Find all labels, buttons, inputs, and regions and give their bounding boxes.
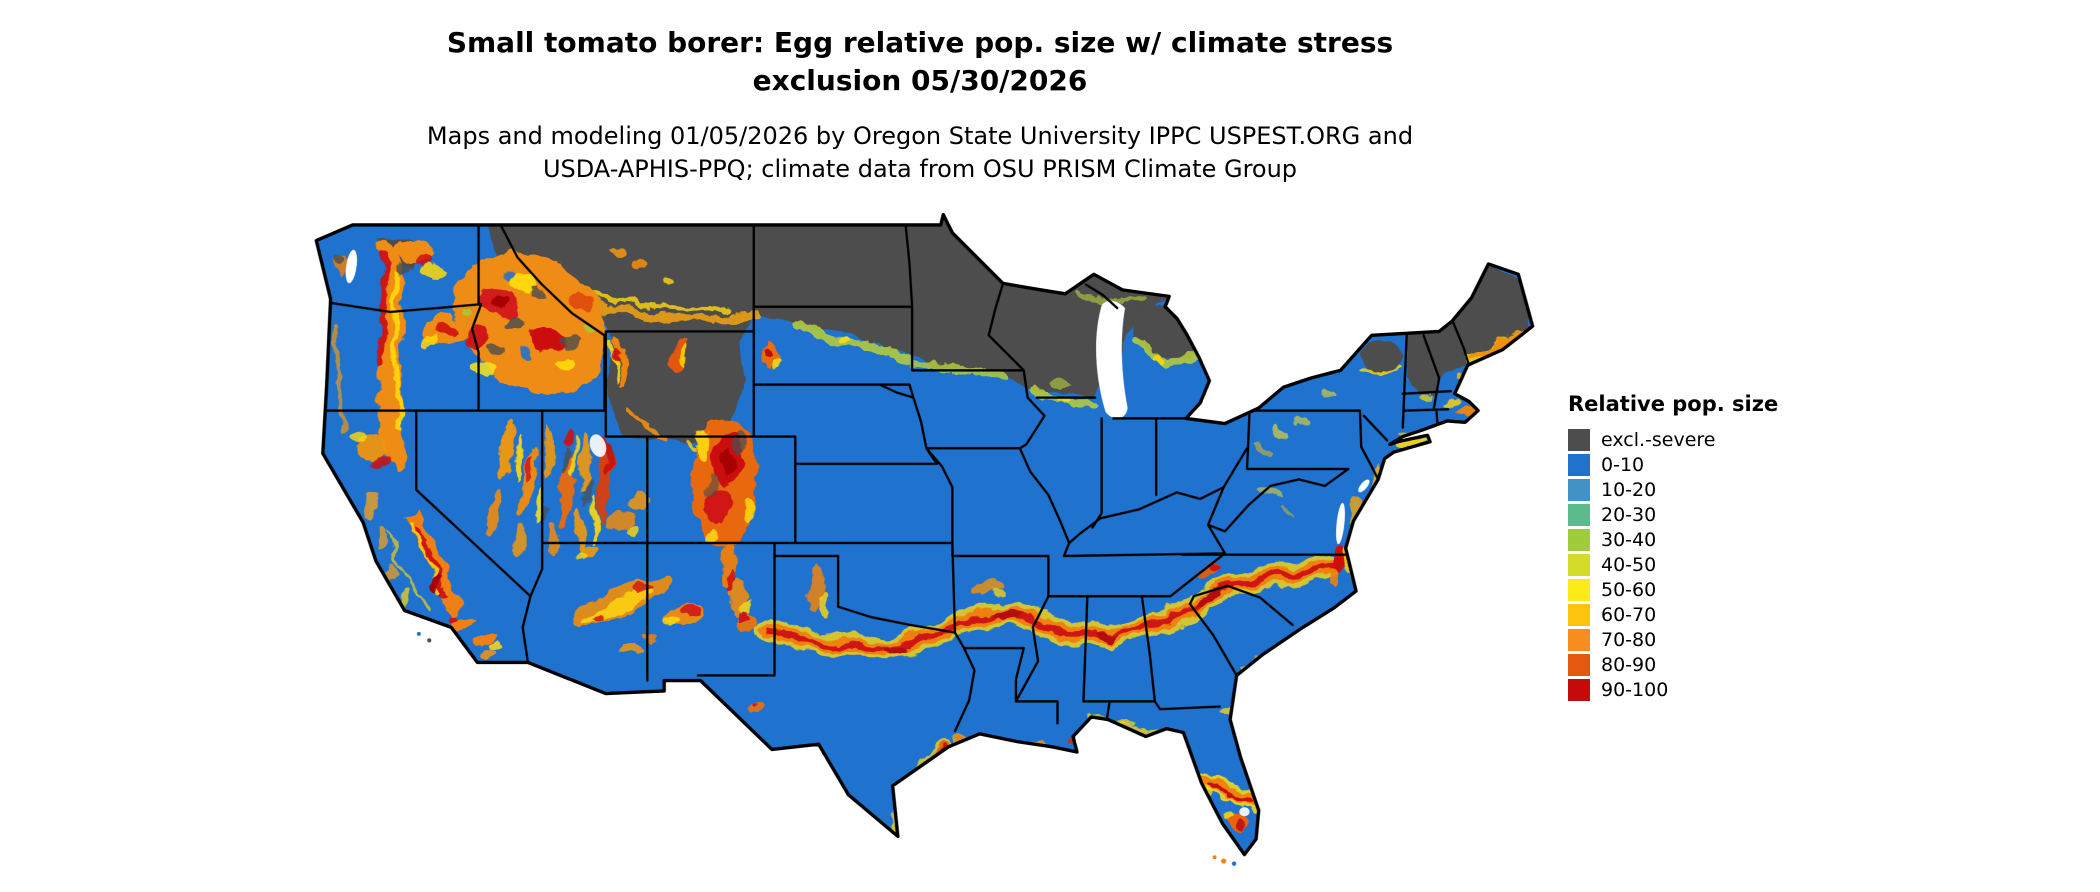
legend-label: 0-10 [1601,453,1645,476]
legend-swatch [1568,578,1590,601]
legend-label: excl.-severe [1601,428,1716,451]
legend-label: 20-30 [1601,503,1657,526]
legend-label: 70-80 [1601,628,1657,651]
us-map-svg [314,212,1535,866]
legend-label: 10-20 [1601,478,1657,501]
legend-label: 80-90 [1601,653,1657,676]
legend-swatch [1568,478,1590,501]
legend-label: 40-50 [1601,553,1657,576]
legend-swatch [1568,503,1590,526]
legend-label: 90-100 [1601,678,1669,701]
legend-swatch [1568,653,1590,676]
legend-item: 40-50 [1568,552,1848,577]
legend-label: 50-60 [1601,578,1657,601]
legend-swatch [1568,453,1590,476]
us-outline [314,212,1535,857]
legend-swatch [1568,553,1590,576]
legend-swatch [1568,603,1590,626]
us-map [295,212,1550,887]
legend-swatch [1568,528,1590,551]
legend-label: 60-70 [1601,603,1657,626]
legend-label: 30-40 [1601,528,1657,551]
legend-item: 30-40 [1568,527,1848,552]
title-line-1: Small tomato borer: Egg relative pop. si… [446,26,1394,59]
florida-keys [416,631,1237,866]
legend-item: excl.-severe [1568,427,1848,452]
legend-item: 0-10 [1568,452,1848,477]
map-title: Small tomato borer: Egg relative pop. si… [250,24,1590,100]
title-line-2: exclusion 05/30/2026 [752,63,1088,97]
legend-swatch [1568,428,1590,451]
subtitle-line-2: USDA-APHIS-PPQ; climate data from OSU PR… [542,154,1298,183]
legend-item: 50-60 [1568,577,1848,602]
legend-item: 90-100 [1568,677,1848,702]
legend-item: 20-30 [1568,502,1848,527]
map-subtitle: Maps and modeling 01/05/2026 by Oregon S… [250,120,1590,186]
legend-item: 70-80 [1568,627,1848,652]
lakes-water [345,249,1370,817]
legend-swatch [1568,628,1590,651]
state-borders [324,223,1471,733]
legend-item: 10-20 [1568,477,1848,502]
subtitle-line-1: Maps and modeling 01/05/2026 by Oregon S… [426,121,1414,150]
legend: Relative pop. size excl.-severe 0-10 10-… [1568,392,1848,702]
legend-entries: excl.-severe 0-10 10-20 20-30 30-40 40-5… [1568,427,1848,702]
header: Small tomato borer: Egg relative pop. si… [250,24,1590,186]
legend-swatch [1568,678,1590,701]
legend-item: 80-90 [1568,652,1848,677]
legend-item: 60-70 [1568,602,1848,627]
legend-title: Relative pop. size [1568,392,1779,416]
